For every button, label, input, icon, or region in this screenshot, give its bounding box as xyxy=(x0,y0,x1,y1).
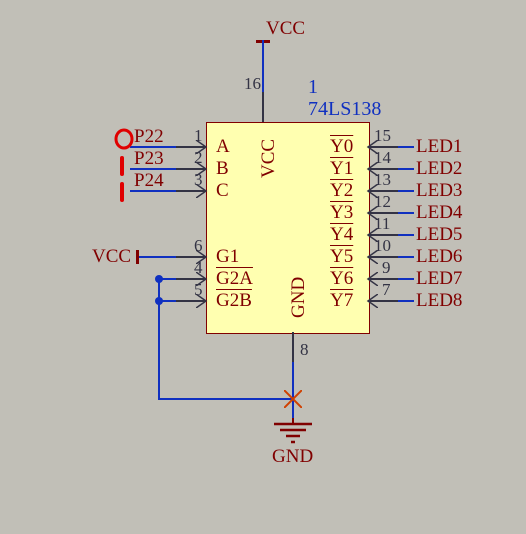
net-led3: LED3 xyxy=(416,180,462,202)
pin14-name: Y1 xyxy=(330,158,353,180)
pin9-arrow xyxy=(364,272,378,286)
pin3-name: C xyxy=(216,180,229,202)
vcc-left-bar xyxy=(136,250,139,264)
pin2-name: B xyxy=(216,158,229,180)
pin7-name: Y7 xyxy=(330,290,353,312)
pin6-name: G1 xyxy=(216,246,239,268)
chip-partnumber: 74LS138 xyxy=(308,98,381,121)
red-tick-p23 xyxy=(120,156,124,176)
gnd-symbol xyxy=(272,418,314,444)
pin4-name: G2A xyxy=(216,268,253,290)
pin1-num: 1 xyxy=(194,126,203,146)
pin9-num: 9 xyxy=(382,258,391,278)
junction-g2b xyxy=(155,297,163,305)
pin-vcc-label: VCC xyxy=(258,139,280,178)
pin8-line xyxy=(292,332,294,362)
red-tick-p24 xyxy=(120,182,124,202)
pin10-num: 10 xyxy=(374,236,391,256)
junction-g2a xyxy=(155,275,163,283)
pin10-name: Y5 xyxy=(330,246,353,268)
wire-led8 xyxy=(398,300,414,302)
net-led1: LED1 xyxy=(416,136,462,158)
net-led7: LED7 xyxy=(416,268,462,290)
wire-led5 xyxy=(398,234,414,236)
pin5-name: G2B xyxy=(216,290,252,312)
pin11-name: Y4 xyxy=(330,224,353,246)
pin14-num: 14 xyxy=(374,148,391,168)
pin16-line xyxy=(262,92,264,122)
net-vcc-top: VCC xyxy=(266,18,305,40)
pin13-name: Y2 xyxy=(330,180,353,202)
pin11-num: 11 xyxy=(374,214,390,234)
wire-led4 xyxy=(398,212,414,214)
pin12-name: Y3 xyxy=(330,202,353,224)
wire-g1-vcc xyxy=(138,256,176,258)
net-p23: P23 xyxy=(134,148,164,170)
wire-led3 xyxy=(398,190,414,192)
pin-gnd-label: GND xyxy=(288,277,310,318)
net-p22: P22 xyxy=(134,126,164,148)
no-connect-x xyxy=(284,390,302,408)
pin7-num: 7 xyxy=(382,280,391,300)
pin15-name: Y0 xyxy=(330,136,353,158)
net-led2: LED2 xyxy=(416,158,462,180)
pin5-num: 5 xyxy=(194,280,203,300)
net-p24: P24 xyxy=(134,170,164,192)
pin7-arrow xyxy=(364,294,378,308)
net-led5: LED5 xyxy=(416,224,462,246)
pin2-num: 2 xyxy=(194,148,203,168)
net-vcc-left: VCC xyxy=(92,246,131,268)
pin16-num: 16 xyxy=(244,74,261,94)
pin4-num: 4 xyxy=(194,258,203,278)
pin15-num: 15 xyxy=(374,126,391,146)
wire-g2-to-gnd xyxy=(158,398,294,400)
wire-led2 xyxy=(398,168,414,170)
pin6-num: 6 xyxy=(194,236,203,256)
pin9-name: Y6 xyxy=(330,268,353,290)
chip-designator: 1 xyxy=(308,76,318,99)
wire-led6 xyxy=(398,256,414,258)
pin13-num: 13 xyxy=(374,170,391,190)
schematic-canvas: { "diagram": { "type": "schematic", "bac… xyxy=(0,0,526,534)
wire-vcc-top xyxy=(262,40,264,92)
pin12-num: 12 xyxy=(374,192,391,212)
wire-led1 xyxy=(398,146,414,148)
pin8-num: 8 xyxy=(300,340,309,360)
red-oval-p22 xyxy=(114,128,134,150)
wire-led7 xyxy=(398,278,414,280)
pin3-num: 3 xyxy=(194,170,203,190)
pin1-name: A xyxy=(216,136,230,158)
net-gnd: GND xyxy=(272,446,313,468)
net-led4: LED4 xyxy=(416,202,462,224)
net-led6: LED6 xyxy=(416,246,462,268)
net-led8: LED8 xyxy=(416,290,462,312)
